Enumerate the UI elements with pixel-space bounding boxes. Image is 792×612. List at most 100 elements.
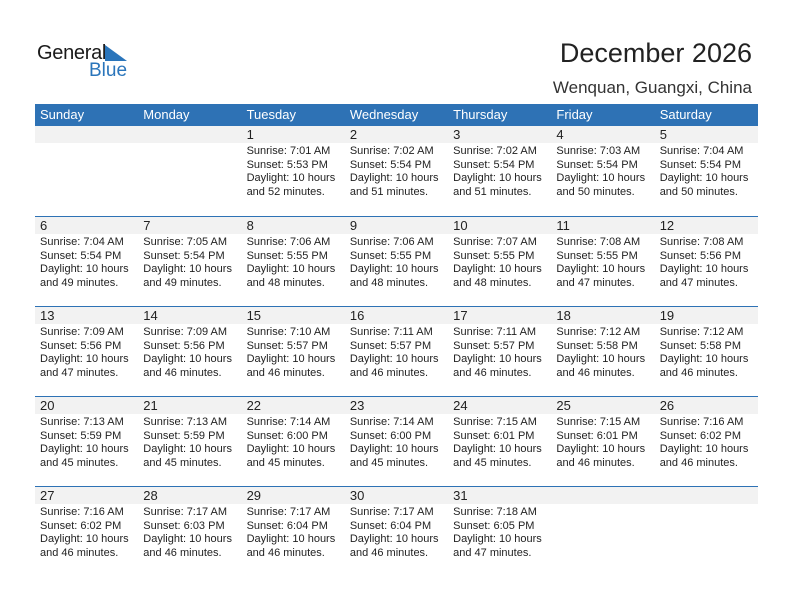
sunset: Sunset: 6:03 PM <box>143 519 225 532</box>
day-cell: 19 Sunrise: 7:12 AM Sunset: 5:58 PM Dayl… <box>655 307 758 380</box>
logo-text-blue: Blue <box>89 60 128 81</box>
weekday-header: Sunday Monday Tuesday Wednesday Thursday Frid… <box>35 104 758 126</box>
daylight: Daylight: 10 hours <box>556 172 646 184</box>
sunset: Sunset: 5:56 PM <box>659 249 742 262</box>
day-cell: 2 Sunrise: 7:02 AM Sunset: 5:54 PM Dayli… <box>345 126 448 199</box>
daylight: Daylight: 10 hours <box>40 533 129 545</box>
daylight: Daylight: 10 hours <box>143 353 232 365</box>
daylight-minutes: and 47 minutes. <box>556 276 635 289</box>
daylight: Daylight: 10 hours <box>659 353 749 365</box>
daylight-minutes: and 51 minutes. <box>349 185 429 198</box>
sunrise: Sunrise: 7:04 AM <box>40 236 124 248</box>
generalblue-logo: General Blue <box>37 42 127 81</box>
day-cell: 23 Sunrise: 7:14 AM Sunset: 6:00 PM Dayl… <box>345 397 448 470</box>
sunset: Sunset: 6:01 PM <box>453 429 535 442</box>
daylight-minutes: and 46 minutes. <box>349 366 429 379</box>
date-band <box>35 487 758 504</box>
daylight-minutes: and 45 minutes. <box>349 456 429 469</box>
week-row: 27 Sunrise: 7:16 AM Sunset: 6:02 PM Dayl… <box>35 486 758 576</box>
day-cell: 4 Sunrise: 7:03 AM Sunset: 5:54 PM Dayli… <box>551 126 654 199</box>
empty-cell <box>551 487 654 560</box>
day-cell: 18 Sunrise: 7:12 AM Sunset: 5:58 PM Dayl… <box>551 307 654 380</box>
sunset: Sunset: 5:54 PM <box>349 158 432 171</box>
day-number: 21 <box>143 398 158 413</box>
daylight-minutes: and 51 minutes. <box>453 185 532 198</box>
day-cell: 28 Sunrise: 7:17 AM Sunset: 6:03 PM Dayl… <box>138 487 241 560</box>
daylight: Daylight: 10 hours <box>556 263 646 275</box>
sunset: Sunset: 6:04 PM <box>246 519 328 532</box>
daylight: Daylight: 10 hours <box>453 353 542 365</box>
day-number: 11 <box>556 218 570 233</box>
day-number: 13 <box>40 308 55 323</box>
week-row: 20 Sunrise: 7:13 AM Sunset: 5:59 PM Dayl… <box>35 396 758 486</box>
day-number: 15 <box>246 308 262 323</box>
day-cell: 16 Sunrise: 7:11 AM Sunset: 5:57 PM Dayl… <box>345 307 448 380</box>
sunset: Sunset: 5:58 PM <box>659 339 742 352</box>
sunset: Sunset: 5:55 PM <box>453 249 535 262</box>
daylight-minutes: and 48 minutes. <box>453 276 532 289</box>
daylight: Daylight: 10 hours <box>349 533 439 545</box>
day-number: 19 <box>659 308 675 323</box>
daylight: Daylight: 10 hours <box>349 263 439 275</box>
sunrise: Sunrise: 7:03 AM <box>556 145 641 157</box>
empty-cell <box>35 126 138 199</box>
daylight: Daylight: 10 hours <box>246 533 336 545</box>
daylight-minutes: and 48 minutes. <box>349 276 429 289</box>
daylight: Daylight: 10 hours <box>40 263 129 275</box>
sunset: Sunset: 5:55 PM <box>556 249 638 262</box>
sunrise: Sunrise: 7:10 AM <box>246 326 331 338</box>
daylight: Daylight: 10 hours <box>246 172 336 184</box>
sunset: Sunset: 5:57 PM <box>246 339 328 352</box>
sunrise: Sunrise: 7:01 AM <box>246 145 331 157</box>
day-number: 17 <box>453 308 468 323</box>
sunset: Sunset: 5:56 PM <box>143 339 225 352</box>
week-row: 6 Sunrise: 7:04 AM Sunset: 5:54 PM Dayli… <box>35 216 758 306</box>
sunset: Sunset: 5:58 PM <box>556 339 638 352</box>
weekday-monday: Monday <box>143 107 190 122</box>
weekday-saturday: Saturday <box>659 107 712 122</box>
daylight-minutes: and 47 minutes. <box>453 546 532 559</box>
sunrise: Sunrise: 7:08 AM <box>556 236 641 248</box>
daylight: Daylight: 10 hours <box>453 443 542 455</box>
sunset: Sunset: 5:53 PM <box>246 158 328 171</box>
day-number: 25 <box>556 398 571 413</box>
day-number: 5 <box>659 127 667 142</box>
date-band <box>35 126 758 143</box>
day-number: 7 <box>143 218 151 233</box>
sunrise: Sunrise: 7:08 AM <box>659 236 744 248</box>
daylight-minutes: and 48 minutes. <box>246 276 325 289</box>
daylight: Daylight: 10 hours <box>659 172 749 184</box>
day-cell: 10 Sunrise: 7:07 AM Sunset: 5:55 PM Dayl… <box>448 217 551 290</box>
sunset: Sunset: 5:59 PM <box>143 429 225 442</box>
daylight: Daylight: 10 hours <box>246 443 336 455</box>
day-cell: 14 Sunrise: 7:09 AM Sunset: 5:56 PM Dayl… <box>138 307 241 380</box>
sunrise: Sunrise: 7:09 AM <box>40 326 124 338</box>
date-band <box>35 217 758 234</box>
sunrise: Sunrise: 7:14 AM <box>349 416 434 428</box>
week-row: 13 Sunrise: 7:09 AM Sunset: 5:56 PM Dayl… <box>35 306 758 396</box>
sunrise: Sunrise: 7:18 AM <box>453 506 537 518</box>
sunset: Sunset: 6:02 PM <box>659 429 742 442</box>
sunset: Sunset: 5:54 PM <box>40 249 122 262</box>
sunset: Sunset: 5:56 PM <box>40 339 122 352</box>
day-cell: 5 Sunrise: 7:04 AM Sunset: 5:54 PM Dayli… <box>655 126 758 199</box>
daylight-minutes: and 52 minutes. <box>246 185 325 198</box>
daylight-minutes: and 47 minutes. <box>659 276 738 289</box>
sunrise: Sunrise: 7:06 AM <box>349 236 434 248</box>
sunset: Sunset: 5:54 PM <box>143 249 225 262</box>
sunset: Sunset: 5:55 PM <box>246 249 328 262</box>
date-band <box>35 397 758 414</box>
sunrise: Sunrise: 7:15 AM <box>453 416 537 428</box>
date-band <box>35 307 758 324</box>
daylight: Daylight: 10 hours <box>349 353 439 365</box>
sunrise: Sunrise: 7:06 AM <box>246 236 331 248</box>
day-cell: 21 Sunrise: 7:13 AM Sunset: 5:59 PM Dayl… <box>138 397 241 470</box>
daylight: Daylight: 10 hours <box>453 533 542 545</box>
sunset: Sunset: 6:04 PM <box>349 519 432 532</box>
daylight-minutes: and 49 minutes. <box>143 276 222 289</box>
sunrise: Sunrise: 7:02 AM <box>349 145 434 157</box>
day-number: 14 <box>143 308 158 323</box>
sunrise: Sunrise: 7:14 AM <box>246 416 331 428</box>
sunset: Sunset: 5:54 PM <box>556 158 638 171</box>
